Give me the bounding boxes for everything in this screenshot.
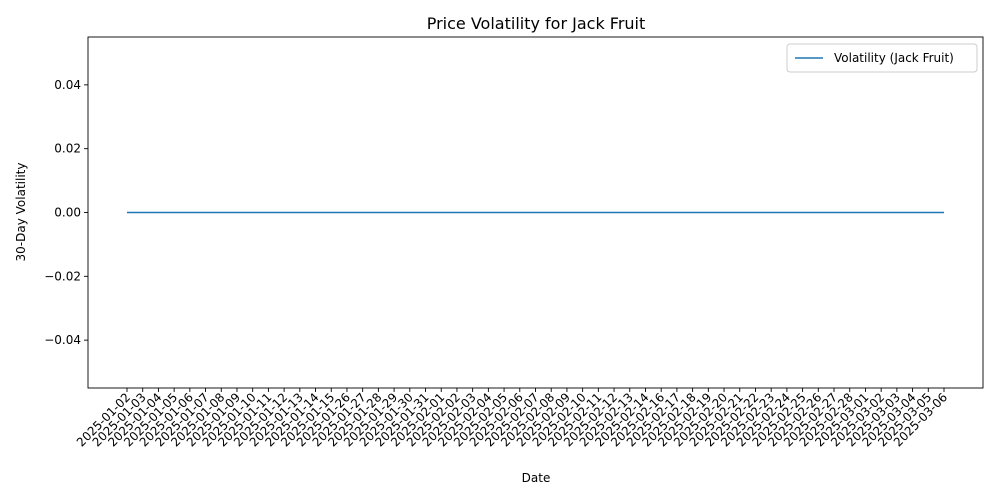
x-axis-label: Date	[522, 471, 551, 485]
legend-entry-volatility: Volatility (Jack Fruit)	[834, 51, 954, 65]
plot-frame	[87, 36, 984, 389]
y-tick-label: −0.02	[44, 269, 81, 283]
chart-title: Price Volatility for Jack Fruit	[427, 14, 646, 33]
y-tick-label: −0.04	[44, 333, 81, 347]
y-axis-label: 30-Day Volatility	[14, 163, 28, 262]
y-tick-label: 0.00	[54, 206, 81, 220]
legend-box	[786, 43, 978, 73]
y-tick-label: 0.04	[54, 78, 81, 92]
legend: Volatility (Jack Fruit)	[786, 43, 978, 73]
x-axis: 2025-01-022025-01-032025-01-042025-01-05…	[74, 388, 950, 449]
y-axis: −0.04 −0.02 0.00 0.02 0.04	[44, 78, 88, 347]
y-tick-label: 0.02	[54, 142, 81, 156]
